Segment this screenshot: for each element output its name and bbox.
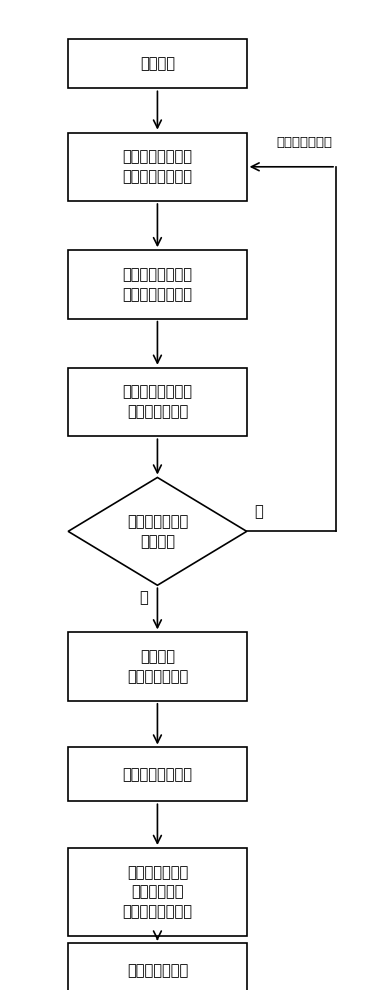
- Text: 合并结果最大值
大于阈值: 合并结果最大值 大于阈值: [127, 514, 188, 549]
- FancyBboxPatch shape: [68, 368, 247, 436]
- Text: 根据时偏似然函数
进行一维时偏搜索: 根据时偏似然函数 进行一维时偏搜索: [122, 267, 192, 302]
- FancyBboxPatch shape: [68, 250, 247, 319]
- Text: 根据同步序列的
频偏似然函数
进行一维频偏搜索: 根据同步序列的 频偏似然函数 进行一维频偏搜索: [122, 865, 192, 919]
- Text: 定时成功
获得时偏估计值: 定时成功 获得时偏估计值: [127, 649, 188, 684]
- Text: 多周期时偏似然函
数值非相干合并: 多周期时偏似然函 数值非相干合并: [122, 385, 192, 419]
- Polygon shape: [68, 477, 247, 585]
- FancyBboxPatch shape: [68, 943, 247, 997]
- FancyBboxPatch shape: [68, 132, 247, 201]
- FancyBboxPatch shape: [68, 39, 247, 88]
- FancyBboxPatch shape: [68, 632, 247, 701]
- FancyBboxPatch shape: [68, 848, 247, 936]
- Text: 滑动窗向前滑动: 滑动窗向前滑动: [276, 136, 333, 149]
- Text: 获得频偏估计值: 获得频偏估计值: [127, 963, 188, 978]
- Text: 是: 是: [139, 590, 148, 605]
- Text: 估计小数部分频偏: 估计小数部分频偏: [122, 767, 192, 782]
- Text: 接收序列: 接收序列: [140, 56, 175, 71]
- Text: 否: 否: [254, 505, 263, 520]
- Text: 滑动窗截取数据并
进行滤波、降采样: 滑动窗截取数据并 进行滤波、降采样: [122, 149, 192, 184]
- FancyBboxPatch shape: [68, 747, 247, 801]
